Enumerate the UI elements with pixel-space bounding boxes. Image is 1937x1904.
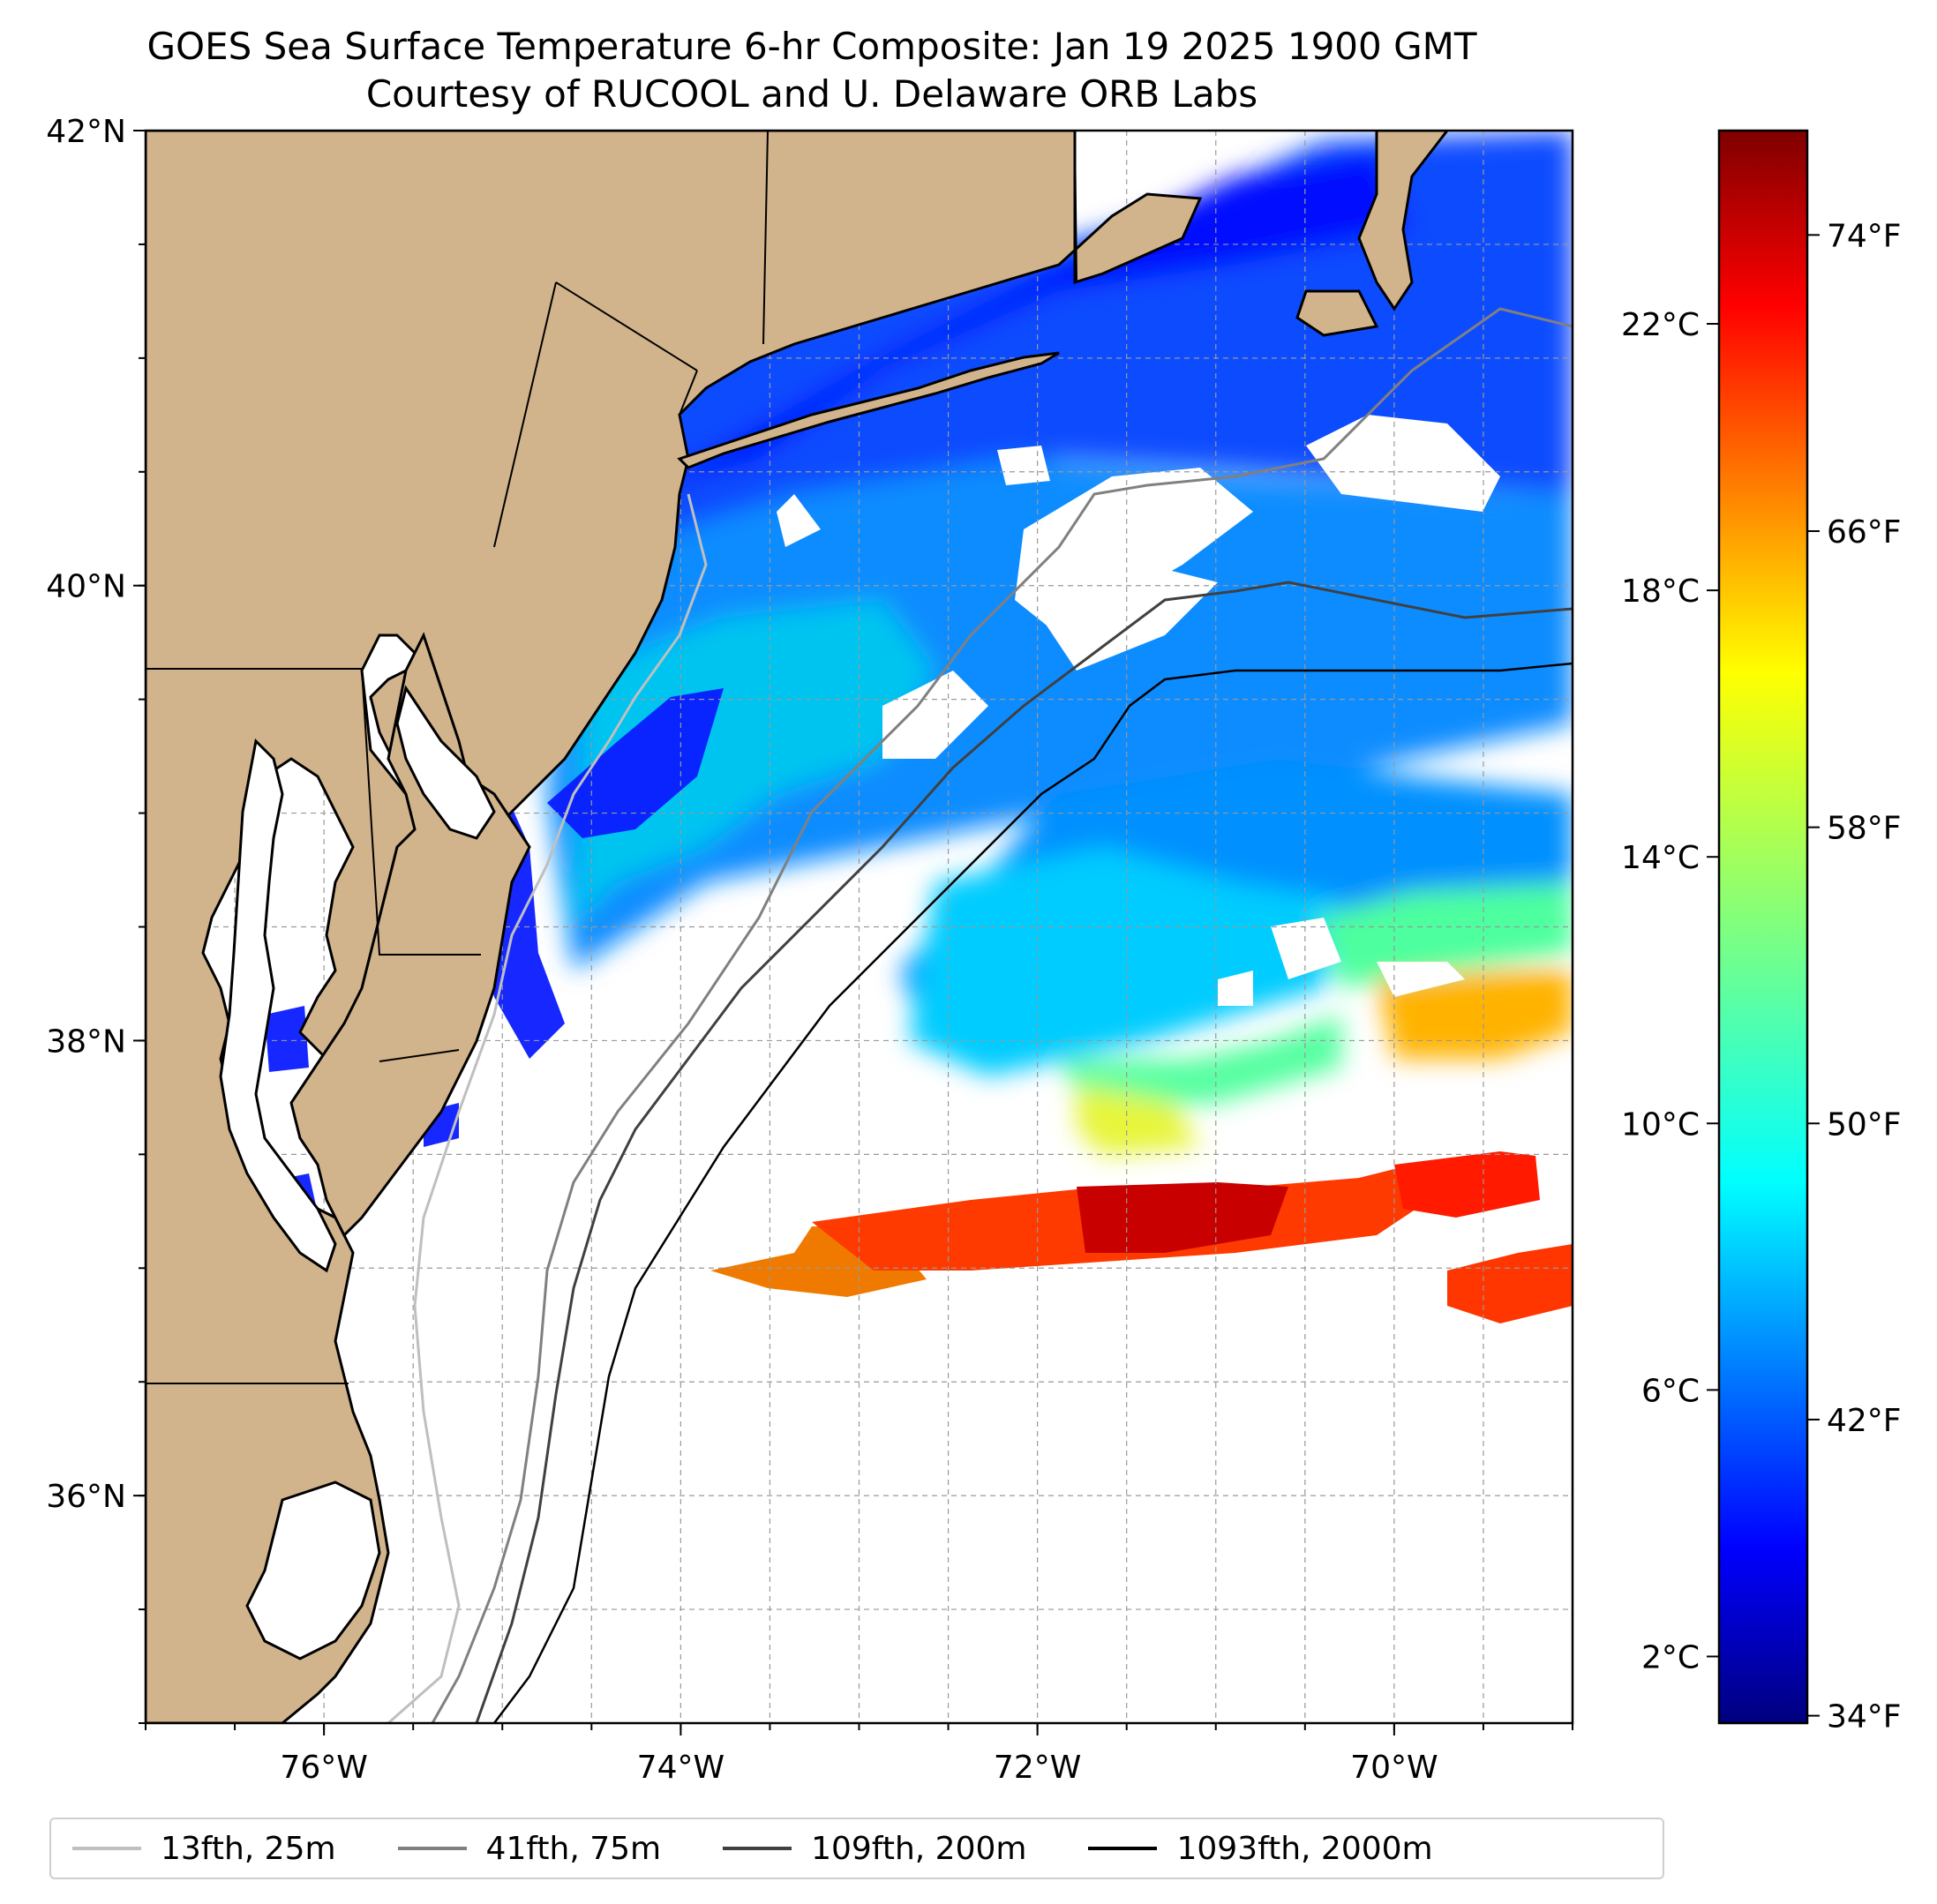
- legend-label: 13fth, 25m: [161, 1830, 336, 1867]
- map-title: GOES Sea Surface Temperature 6-hr Compos…: [146, 25, 1477, 68]
- celsius-tick-label: 6°C: [1641, 1373, 1700, 1409]
- lat-tick-label: 38°N: [46, 1023, 126, 1060]
- celsius-tick-label: 22°C: [1621, 307, 1700, 343]
- celsius-tick-label: 14°C: [1621, 840, 1700, 876]
- state-borders: [146, 131, 1077, 1384]
- lat-tick-label: 36°N: [46, 1479, 126, 1515]
- fahrenheit-tick-label: 34°F: [1827, 1699, 1902, 1735]
- contour-75m: [431, 307, 1573, 1723]
- fahrenheit-tick-label: 50°F: [1827, 1106, 1902, 1143]
- gulf-stream: [710, 1151, 1573, 1323]
- legend-label: 1093fth, 2000m: [1176, 1830, 1433, 1867]
- depth-contours: [387, 307, 1573, 1723]
- colorbar-ticks: 22°C 18°C 14°C 10°C 6°C 2°C 74°F 66°F 58°F 50°F 42…: [1621, 218, 1901, 1735]
- legend-swatch: [72, 1847, 141, 1850]
- map-subtitle: Courtesy of RUCOOL and U. Delaware ORB L…: [365, 72, 1258, 116]
- lon-tick-label: 70°W: [1350, 1750, 1438, 1786]
- legend-item: 1093fth, 2000m: [1088, 1830, 1433, 1867]
- fahrenheit-tick-label: 66°F: [1827, 514, 1902, 551]
- lon-tick-label: 72°W: [994, 1750, 1081, 1786]
- lat-tick-label: 40°N: [46, 569, 126, 605]
- colorbar: [1717, 129, 1809, 1725]
- contour-2000m: [493, 662, 1573, 1723]
- lon-tick-label: 76°W: [280, 1750, 367, 1786]
- chesapeake-bay: [219, 738, 337, 1273]
- delaware-bay: [395, 685, 496, 840]
- land: [146, 131, 1449, 1723]
- legend-swatch: [397, 1847, 467, 1850]
- fahrenheit-tick-label: 58°F: [1827, 811, 1902, 847]
- celsius-tick-label: 2°C: [1641, 1639, 1700, 1675]
- legend-label: 109fth, 200m: [811, 1830, 1027, 1867]
- legend-swatch: [1088, 1847, 1158, 1850]
- contour-25m: [387, 493, 708, 1723]
- fahrenheit-tick-label: 42°F: [1827, 1403, 1902, 1439]
- cloud-gaps: [777, 415, 1500, 1006]
- pamlico-sound: [245, 1480, 381, 1660]
- celsius-tick-label: 18°C: [1621, 573, 1700, 610]
- legend-swatch: [723, 1847, 792, 1850]
- contour-200m: [475, 581, 1573, 1723]
- lat-tick-label: 42°N: [46, 114, 126, 150]
- fahrenheit-tick-label: 74°F: [1827, 218, 1902, 254]
- map-axis-ticks: 76°W 74°W 72°W 70°W 42°N 40°N 38°N 36°N: [46, 114, 1573, 1786]
- land-nantucket: [1295, 289, 1379, 337]
- legend-item: 13fth, 25m: [72, 1831, 336, 1867]
- land-long-island: [677, 351, 1060, 469]
- lon-tick-label: 74°W: [637, 1750, 724, 1786]
- legend-item: 109fth, 200m: [723, 1831, 1026, 1867]
- legend-label: 41fth, 75m: [485, 1830, 662, 1867]
- land-cape-cod: [1357, 131, 1449, 311]
- celsius-tick-label: 10°C: [1621, 1106, 1700, 1143]
- contour-legend: 13fth, 25m 41fth, 75m 109fth, 200m 1093fth,…: [49, 1818, 1664, 1879]
- legend-item: 41fth, 75m: [397, 1830, 662, 1867]
